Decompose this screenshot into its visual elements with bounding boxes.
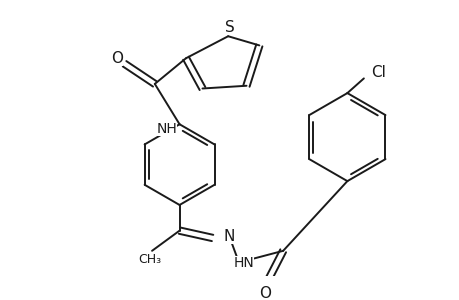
Text: O: O [111,51,123,66]
Text: O: O [258,286,270,300]
Text: Cl: Cl [370,65,385,80]
Text: N: N [223,229,235,244]
Text: HN: HN [233,256,254,270]
Text: NH: NH [156,122,177,136]
Text: S: S [224,20,235,34]
Text: CH₃: CH₃ [138,254,162,266]
